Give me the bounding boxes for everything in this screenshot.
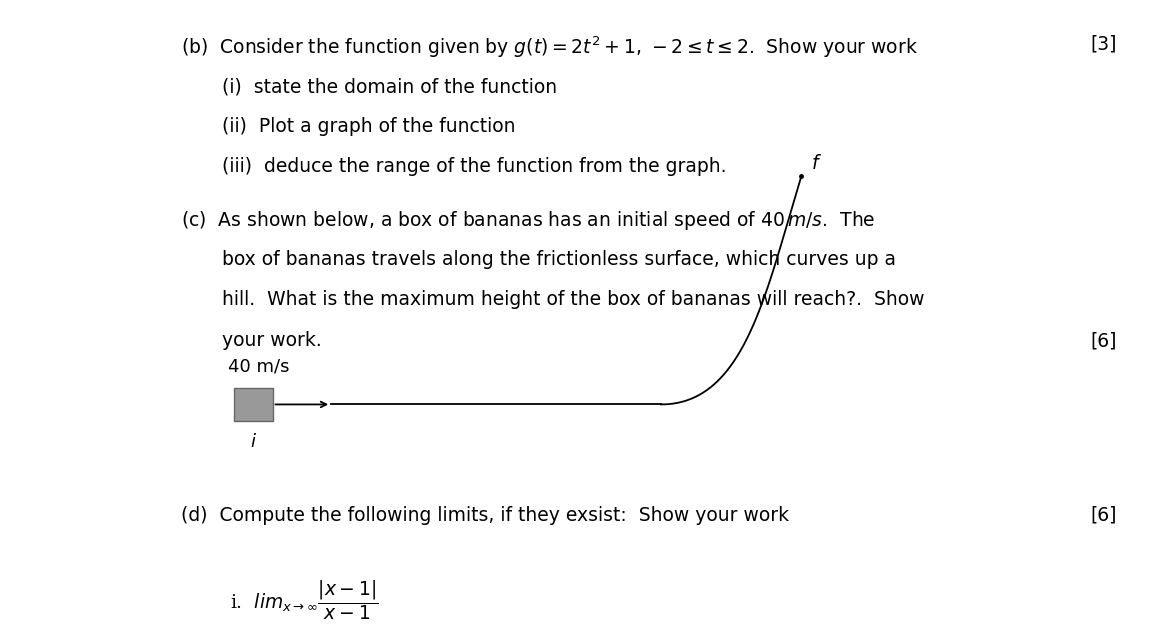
Text: box of bananas travels along the frictionless surface, which curves up a: box of bananas travels along the frictio… <box>222 250 896 269</box>
Text: (iii)  deduce the range of the function from the graph.: (iii) deduce the range of the function f… <box>222 157 727 176</box>
Text: (c)  As shown below, a box of bananas has an initial speed of $40\,m/s$.  The: (c) As shown below, a box of bananas has… <box>181 209 876 232</box>
Text: $f$: $f$ <box>811 154 821 173</box>
Text: hill.  What is the maximum height of the box of bananas will reach?.  Show: hill. What is the maximum height of the … <box>222 291 924 310</box>
Text: [6]: [6] <box>1090 506 1117 524</box>
Text: your work.: your work. <box>222 331 322 350</box>
Text: (i)  state the domain of the function: (i) state the domain of the function <box>222 77 557 97</box>
Text: $i$: $i$ <box>250 433 256 452</box>
Text: 40 m/s: 40 m/s <box>228 357 290 376</box>
Text: i.  $\mathit{lim}_{x \to \infty}\dfrac{|x-1|}{x-1}$: i. $\mathit{lim}_{x \to \infty}\dfrac{|x… <box>230 578 379 622</box>
Text: (d)  Compute the following limits, if they exsist:  Show your work: (d) Compute the following limits, if the… <box>181 506 790 524</box>
Text: (b)  Consider the function given by $g(t) = 2t^2+1,\,-2 \leq t \leq 2$.  Show yo: (b) Consider the function given by $g(t)… <box>181 35 918 60</box>
Text: (ii)  Plot a graph of the function: (ii) Plot a graph of the function <box>222 117 516 136</box>
Text: [3]: [3] <box>1090 35 1117 53</box>
Text: [6]: [6] <box>1090 331 1117 350</box>
FancyBboxPatch shape <box>234 388 273 421</box>
